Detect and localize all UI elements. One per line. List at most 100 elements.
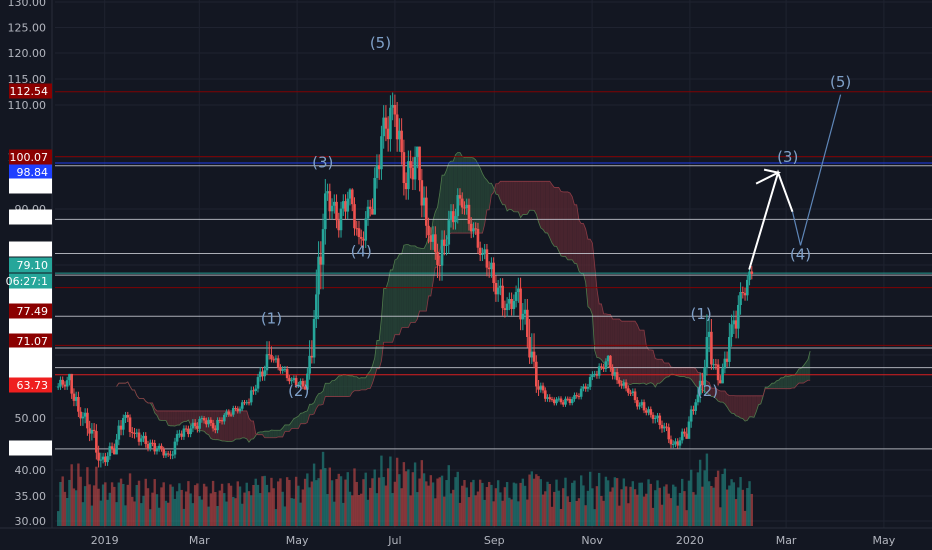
candle-body: [74, 397, 78, 401]
volume-bar: [389, 456, 392, 526]
volume-bar: [656, 480, 659, 526]
candle-body: [148, 442, 152, 449]
volume-bar: [74, 490, 78, 526]
volume-bar: [546, 481, 549, 526]
cloud-segment: [347, 375, 351, 397]
candle-body: [119, 425, 123, 430]
volume-bar: [510, 499, 513, 526]
price-badge: [9, 83, 52, 99]
volume-bar: [478, 479, 482, 526]
candle-body: [721, 368, 724, 384]
cloud-segment: [363, 377, 366, 390]
candle-body: [451, 211, 455, 223]
candle-body: [389, 107, 392, 140]
price-badge-label: 70.78: [17, 349, 49, 362]
cloud-segment: [376, 340, 380, 369]
candlesticks: [56, 92, 754, 468]
volume-bar: [573, 480, 576, 526]
cloud-segment: [740, 395, 743, 419]
y-tick-label: 30.00: [15, 515, 47, 528]
volume-bar: [496, 480, 500, 526]
volume-bar: [117, 482, 121, 526]
cloud-segment: [403, 244, 407, 328]
candle-body: [602, 366, 605, 369]
candle-body: [133, 432, 136, 434]
cloud-segment: [574, 204, 577, 264]
volume-bar: [553, 491, 556, 526]
volume-bar: [324, 468, 327, 526]
volume-bar: [169, 484, 172, 526]
volume-bar: [528, 474, 531, 526]
cloud-segment: [626, 321, 629, 384]
candle-body: [552, 399, 556, 404]
volume-bar: [267, 492, 271, 526]
volume-bar: [61, 476, 64, 526]
candle-body: [532, 351, 536, 362]
candle-body: [638, 405, 641, 407]
candle-body: [384, 117, 388, 129]
price-badge-label: 98.31: [17, 180, 49, 193]
volume-bar: [377, 477, 381, 526]
cloud-segment: [352, 375, 355, 393]
cloud-segment: [284, 424, 288, 432]
volume-bar: [256, 484, 260, 526]
volume-bar: [591, 488, 594, 526]
cloud-segment: [471, 157, 474, 234]
volume-bar: [90, 505, 94, 526]
price-badge-label: 82.05: [17, 243, 49, 256]
volume-bar: [676, 505, 679, 526]
candle-body: [449, 211, 453, 221]
cloud-segment: [464, 157, 467, 234]
cloud-segment: [437, 192, 440, 268]
candle-body: [597, 366, 601, 376]
cloud-segment: [520, 181, 523, 218]
candle-body: [290, 380, 293, 382]
cloud-segment: [273, 430, 276, 438]
candle-body: [573, 395, 576, 400]
volume-bar: [106, 499, 109, 526]
candle-body: [189, 428, 192, 435]
volume-bar: [660, 504, 664, 526]
candle-body: [746, 279, 749, 296]
cloud-segment: [246, 410, 249, 443]
cloud-segment: [439, 175, 443, 251]
volume-bar: [640, 482, 644, 526]
cloud-segment: [596, 288, 600, 358]
volume-bar: [517, 501, 520, 526]
candle-body: [508, 298, 511, 304]
volume-bar: [236, 481, 239, 526]
candle-body: [741, 292, 745, 294]
volume-bar: [104, 482, 107, 526]
cloud-segment: [742, 395, 746, 422]
candle-body: [541, 385, 545, 391]
candle-body: [65, 380, 69, 387]
cloud-segment: [183, 410, 187, 422]
volume-bar: [685, 510, 688, 526]
candle-body: [615, 372, 619, 381]
y-tick-label: 50.00: [15, 412, 47, 425]
candle-body: [77, 397, 80, 412]
volume-bar: [719, 507, 722, 526]
volume-bar: [126, 484, 129, 526]
volume-bar: [369, 487, 372, 526]
candle-body: [104, 456, 107, 463]
candle-body: [409, 161, 412, 168]
volume-bar: [748, 481, 751, 526]
volume-bar: [651, 507, 655, 526]
candle-body: [391, 105, 394, 108]
candle-body: [332, 201, 336, 206]
candle-body: [180, 433, 183, 437]
cloud-segment: [477, 163, 481, 234]
candle-body: [209, 419, 213, 424]
candle-body: [613, 372, 617, 376]
cloud-segment: [648, 349, 651, 384]
candle-body: [324, 193, 327, 230]
volume-bar: [263, 475, 266, 526]
volume-bar: [151, 492, 154, 526]
candle-body: [353, 204, 356, 229]
cloud-segment: [587, 239, 591, 309]
candle-body: [285, 369, 289, 379]
candle-body: [629, 392, 632, 394]
cloud-segment: [614, 319, 618, 380]
